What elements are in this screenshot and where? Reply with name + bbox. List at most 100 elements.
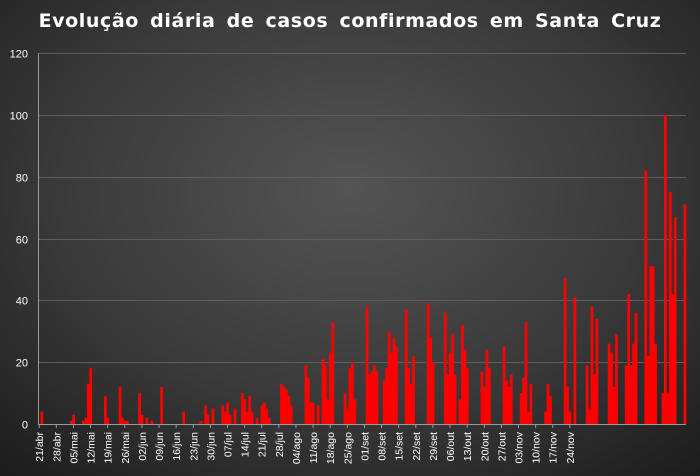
bar-day-159 <box>426 303 430 424</box>
bar-day-20 <box>86 383 90 424</box>
chart-title: Evolução diária de casos confirmados em … <box>38 10 662 32</box>
bar-day-89 <box>255 417 259 424</box>
bar-day-234 <box>610 352 613 424</box>
y-tick-label: 80 <box>16 173 28 185</box>
bar-day-78 <box>228 414 232 424</box>
bar-day-260 <box>673 216 677 424</box>
x-tick-label: 08/set <box>377 432 389 461</box>
gridlines <box>38 53 686 363</box>
bar-day-84 <box>243 399 247 424</box>
bar-day-168 <box>448 352 452 424</box>
bar-day-175 <box>465 368 469 424</box>
bar-day-125 <box>343 393 347 424</box>
x-tick-label: 02/jun <box>137 432 149 461</box>
x-tick-label: 28/abr <box>51 432 63 462</box>
bar-day-183 <box>485 349 489 424</box>
x-tick-label: 24/nov <box>565 431 577 463</box>
bar-day-264 <box>683 204 687 424</box>
bar-day-1 <box>40 411 44 424</box>
bar-day-87 <box>250 411 254 424</box>
x-tick-label: 28/jul <box>274 432 286 457</box>
bar-day-117 <box>324 365 327 424</box>
bar-day-46 <box>150 420 154 424</box>
bar-day-207 <box>544 411 547 424</box>
x-tick-label: 21/abr <box>34 432 46 462</box>
bars <box>40 114 687 424</box>
y-tick-label: 100 <box>10 111 28 123</box>
bar-day-109 <box>304 365 308 424</box>
bar-day-112 <box>311 402 315 424</box>
bar-day-44 <box>145 417 149 424</box>
bar-day-236 <box>615 334 618 424</box>
bar-day-199 <box>524 321 528 424</box>
bar-day-190 <box>502 346 506 424</box>
bar-day-233 <box>607 343 611 424</box>
bar-day-167 <box>446 374 450 424</box>
x-tick-label: 11/ago <box>308 432 320 463</box>
x-tick-label: 04/ago <box>291 432 303 464</box>
bar-day-256 <box>663 114 667 424</box>
y-tick-label: 20 <box>16 358 28 370</box>
bar-day-193 <box>509 374 513 424</box>
x-tick-label: 29/set <box>428 432 440 461</box>
bar-day-68 <box>204 405 208 424</box>
x-tick-label: 17/nov <box>548 431 560 463</box>
x-tick-label: 16/jun <box>171 432 183 461</box>
bar-day-101 <box>284 389 288 424</box>
bar-day-201 <box>529 383 533 424</box>
bar-day-143 <box>387 331 391 424</box>
bar-day-100 <box>282 386 286 424</box>
x-tick-label: 14/jul <box>240 432 252 457</box>
bar-day-19 <box>84 417 88 424</box>
bar-day-91 <box>260 405 264 424</box>
x-tick-label: 23/jun <box>188 432 200 461</box>
bar-day-191 <box>505 380 508 424</box>
bar-day-77 <box>226 402 230 424</box>
bar-day-174 <box>463 349 467 424</box>
bar-day-94 <box>267 417 271 424</box>
bar-day-21 <box>89 368 93 424</box>
bar-day-126 <box>346 408 349 424</box>
bar-day-144 <box>390 352 393 424</box>
bar-day-240 <box>624 365 628 424</box>
x-tick-label: 27/out <box>496 432 508 461</box>
bar-day-215 <box>563 278 567 424</box>
bar-day-244 <box>634 312 638 424</box>
bar-day-242 <box>629 365 633 424</box>
bar-day-150 <box>404 309 408 424</box>
bar-day-257 <box>666 393 670 424</box>
bar-day-169 <box>451 334 454 424</box>
bar-day-33 <box>118 386 122 424</box>
bar-day-227 <box>593 374 596 424</box>
bar-day-118 <box>326 399 330 424</box>
bar-day-71 <box>211 408 215 424</box>
bar-day-216 <box>566 386 569 424</box>
bar-day-86 <box>248 396 252 424</box>
bar-day-141 <box>382 380 386 424</box>
x-tick-label: 26/mai <box>120 432 132 464</box>
bar-day-208 <box>546 383 550 424</box>
y-tick-label: 60 <box>16 235 28 247</box>
bar-day-138 <box>375 371 379 424</box>
bar-day-103 <box>289 405 293 424</box>
bar-day-93 <box>265 408 269 424</box>
y-tick-label: 120 <box>10 49 28 61</box>
bar-day-248 <box>644 170 648 424</box>
bar-day-102 <box>287 396 291 424</box>
bar-day-184 <box>487 368 491 424</box>
bar-day-181 <box>480 371 484 424</box>
x-tick-label: 03/nov <box>514 431 526 463</box>
bar-day-136 <box>370 371 374 424</box>
bar-day-41 <box>138 393 142 424</box>
bar-day-145 <box>392 337 396 424</box>
bar-day-235 <box>612 386 616 424</box>
bar-day-80 <box>233 408 237 424</box>
bar-day-92 <box>262 402 266 424</box>
bar-day-217 <box>568 411 572 424</box>
x-tick-labels: 21/abr 28/abr 05/mai 12/mai 19/mai 26/mai 02/j… <box>34 431 577 464</box>
bar-day-42 <box>140 414 144 424</box>
bar-day-251 <box>651 266 655 424</box>
bar-day-197 <box>519 393 523 424</box>
